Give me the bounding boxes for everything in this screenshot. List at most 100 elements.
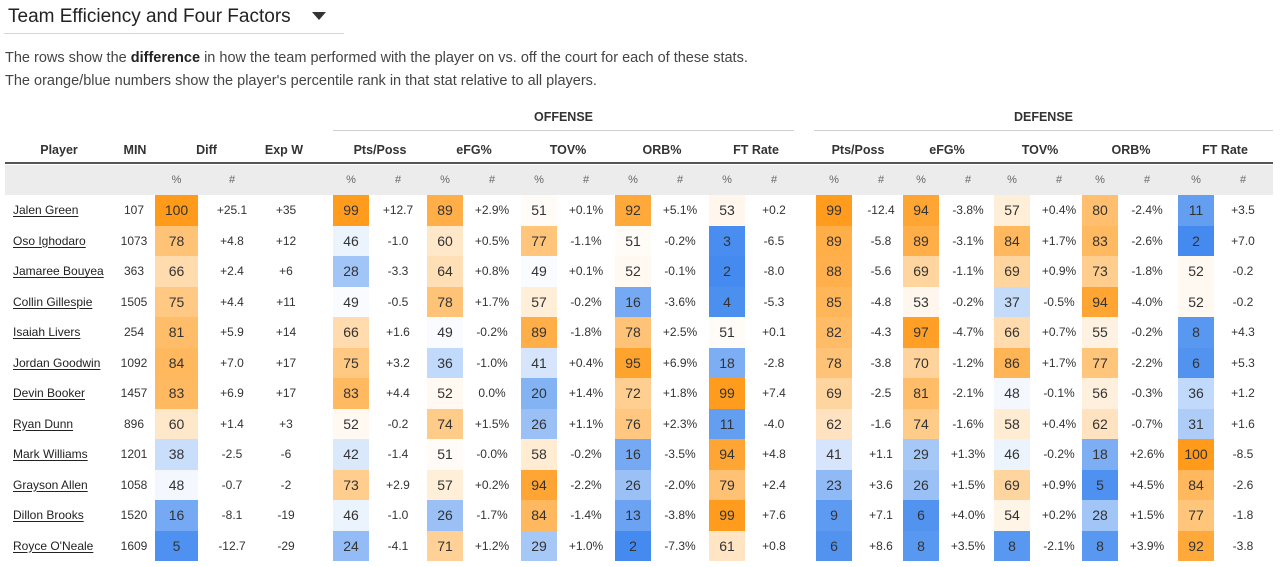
- col-header-diff[interactable]: Diff: [196, 143, 217, 157]
- off-ft-rate-percentile-cell: 11: [709, 408, 745, 439]
- off-orb-value: -3.6%: [664, 294, 696, 309]
- off-efg-value: -1.0%: [476, 355, 508, 370]
- off-tov-percentile-cell: 49: [521, 256, 557, 287]
- player-name-link[interactable]: Oso Ighodaro: [13, 233, 86, 248]
- def-orb-value: -0.7%: [1131, 416, 1163, 431]
- player-name-link[interactable]: Jalen Green: [13, 203, 79, 217]
- player-name-link[interactable]: Grayson Allen: [13, 477, 88, 492]
- off-pts-poss-percentile-cell: 46: [333, 500, 369, 531]
- off-ft-rate-value: +0.2: [762, 203, 786, 217]
- off-ft-rate-percentile-cell: 3: [709, 225, 745, 256]
- col-header-def-orb[interactable]: ORB%: [1111, 143, 1151, 157]
- off-efg-value: +2.9%: [474, 203, 510, 217]
- diff-percentile-cell: 78: [155, 225, 198, 256]
- def-pts-poss-value: +8.6: [869, 538, 893, 553]
- player-name-link[interactable]: Devin Booker: [13, 386, 86, 400]
- player-name-link[interactable]: Dillon Brooks: [13, 508, 84, 522]
- table-row: Collin Gillespie 1505 75 +4.4 +11 49 -0.5 78 +1.…: [5, 286, 1273, 317]
- player-name-link[interactable]: Ryan Dunn: [13, 416, 74, 431]
- off-ft-rate-percentile-cell: 99: [709, 500, 745, 531]
- off-tov-percentile-cell: 51: [521, 195, 557, 226]
- def-tov-percentile-cell: 46: [994, 439, 1030, 470]
- diff-value: +6.9: [220, 386, 244, 400]
- off-efg-value: +0.2%: [474, 477, 510, 492]
- col-header-off-pts-poss[interactable]: Pts/Poss: [353, 143, 407, 157]
- def-tov-percentile-cell: 66: [994, 317, 1030, 348]
- def-orb-percentile-cell: 94: [1082, 286, 1118, 317]
- off-tov-value: -1.1%: [570, 233, 602, 248]
- diff-value: +1.4: [220, 416, 244, 431]
- diff-value: +7.0: [220, 355, 244, 370]
- expected-wins-value: +12: [275, 233, 297, 248]
- off-pts-poss-percentile-cell: 99: [333, 195, 369, 226]
- off-pts-poss-percentile-cell: 73: [333, 469, 369, 500]
- description-line-1: The rows show the difference in how the …: [5, 50, 748, 66]
- player-name-link[interactable]: Mark Williams: [13, 447, 88, 461]
- def-orb-percentile-cell: 83: [1082, 225, 1118, 256]
- off-efg-value: 0.0%: [478, 386, 506, 400]
- def-tov-percentile-cell: 8: [994, 530, 1030, 561]
- sub-off-efg-num: #: [488, 174, 496, 186]
- def-orb-value: -0.2%: [1131, 325, 1163, 339]
- expected-wins-value: -19: [277, 508, 295, 522]
- off-efg-value: +1.5%: [474, 416, 510, 431]
- table-row: Mark Williams 1201 38 -2.5 -6 42 -1.4 51 -0.0% 58…: [5, 439, 1273, 470]
- player-name-link[interactable]: Collin Gillespie: [13, 294, 93, 309]
- off-tov-value: +1.0%: [568, 538, 604, 553]
- stat-category-dropdown[interactable]: Team Efficiency and Four Factors: [4, 0, 344, 34]
- def-ft-rate-percentile-cell: 84: [1178, 469, 1214, 500]
- def-efg-value: -0.2%: [952, 294, 984, 309]
- def-efg-percentile-cell: 70: [903, 347, 939, 378]
- description-line-2: The orange/blue numbers show the player'…: [5, 73, 597, 89]
- def-ft-rate-value: +1.6: [1231, 416, 1255, 431]
- def-tov-value: -0.5%: [1043, 294, 1075, 309]
- sub-diff-pct: %: [171, 174, 182, 186]
- off-pts-poss-value: -1.0: [387, 233, 409, 248]
- col-header-expw[interactable]: Exp W: [264, 143, 304, 157]
- player-name-link[interactable]: Jordan Goodwin: [13, 355, 101, 370]
- col-header-def-ft-rate[interactable]: FT Rate: [1202, 143, 1248, 157]
- col-header-off-efg[interactable]: eFG%: [456, 143, 492, 157]
- off-pts-poss-value: -0.2: [387, 416, 409, 431]
- col-header-min[interactable]: MIN: [123, 143, 147, 157]
- off-pts-poss-value: +3.2: [386, 355, 410, 370]
- def-tov-percentile-cell: 57: [994, 195, 1030, 226]
- col-header-off-tov[interactable]: TOV%: [549, 143, 587, 157]
- off-orb-value: -0.1%: [664, 264, 696, 278]
- col-header-def-efg[interactable]: eFG%: [929, 143, 965, 157]
- def-tov-value: -0.2%: [1043, 447, 1075, 461]
- minutes-value: 1505: [120, 294, 148, 309]
- diff-value: -12.7: [218, 538, 246, 553]
- table-row: Royce O'Neale 1609 5 -12.7 -29 24 -4.1 71 +1.2% 2…: [5, 530, 1273, 561]
- col-header-def-tov[interactable]: TOV%: [1021, 143, 1059, 157]
- def-tov-percentile-cell: 58: [994, 408, 1030, 439]
- sub-off-tov-num: #: [582, 174, 590, 186]
- off-pts-poss-value: -3.3: [387, 264, 409, 278]
- expected-wins-value: -29: [277, 538, 295, 553]
- offense-group-divider: [333, 130, 794, 131]
- off-efg-percentile-cell: 89: [427, 195, 463, 226]
- diff-value: -2.5: [221, 447, 243, 461]
- col-header-off-orb[interactable]: ORB%: [642, 143, 682, 157]
- off-efg-percentile-cell: 49: [427, 317, 463, 348]
- sub-off-pts-poss-num: #: [394, 174, 402, 186]
- def-efg-percentile-cell: 6: [903, 500, 939, 531]
- off-pts-poss-percentile-cell: 75: [333, 347, 369, 378]
- diff-percentile-cell: 66: [155, 256, 198, 287]
- player-name-link[interactable]: Isaiah Livers: [13, 325, 81, 339]
- player-name-link[interactable]: Jamaree Bouyea: [13, 264, 104, 278]
- def-efg-percentile-cell: 97: [903, 317, 939, 348]
- diff-percentile-cell: 75: [155, 286, 198, 317]
- diff-value: +5.9: [220, 325, 244, 339]
- off-efg-value: -0.2%: [476, 325, 508, 339]
- off-efg-percentile-cell: 74: [427, 408, 463, 439]
- player-name-link[interactable]: Royce O'Neale: [13, 538, 94, 553]
- def-ft-rate-value: +1.2: [1231, 386, 1255, 400]
- off-efg-percentile-cell: 36: [427, 347, 463, 378]
- def-ft-rate-percentile-cell: 52: [1178, 256, 1214, 287]
- def-efg-value: +4.0%: [950, 508, 986, 522]
- col-header-off-ft-rate[interactable]: FT Rate: [733, 143, 779, 157]
- col-header-def-pts-poss[interactable]: Pts/Poss: [831, 143, 885, 157]
- minutes-value: 1520: [120, 508, 148, 522]
- col-header-player[interactable]: Player: [40, 143, 78, 157]
